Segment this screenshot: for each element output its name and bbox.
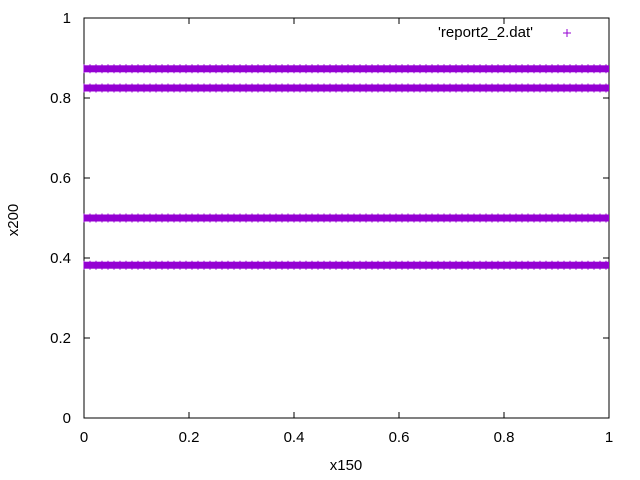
x-tick-label: 0.4 — [284, 429, 305, 446]
x-tick-label: 0.2 — [179, 429, 200, 446]
y-tick-label: 0.2 — [50, 330, 71, 347]
x-tick-label: 0.6 — [389, 429, 410, 446]
y-tick-label: 0 — [63, 410, 71, 427]
data-band — [84, 261, 609, 269]
data-band — [84, 84, 609, 92]
y-tick-label: 0.8 — [50, 90, 71, 107]
x-tick-label: 1 — [605, 429, 613, 446]
series-band — [83, 260, 609, 270]
legend-label: 'report2_2.dat' — [438, 24, 533, 41]
y-axis-label: x200 — [5, 204, 22, 237]
legend-marker — [563, 29, 571, 37]
series-band — [83, 83, 609, 93]
series-band — [83, 213, 609, 223]
data-band — [84, 214, 609, 222]
y-tick-label: 0.4 — [50, 250, 71, 267]
series-layer — [83, 64, 609, 270]
x-axis-label: x150 — [330, 457, 363, 474]
y-tick-label: 0.6 — [50, 170, 71, 187]
y-axis-ticks: 0 0.2 0.4 0.6 0.8 1 — [50, 10, 609, 427]
x-tick-label: 0.8 — [494, 429, 515, 446]
x-axis-ticks: 0 0.2 0.4 0.6 0.8 1 — [80, 18, 613, 446]
legend: 'report2_2.dat' — [438, 24, 571, 41]
data-band — [84, 65, 609, 73]
series-band — [83, 64, 609, 74]
x-tick-label: 0 — [80, 429, 88, 446]
y-tick-label: 1 — [63, 10, 71, 27]
